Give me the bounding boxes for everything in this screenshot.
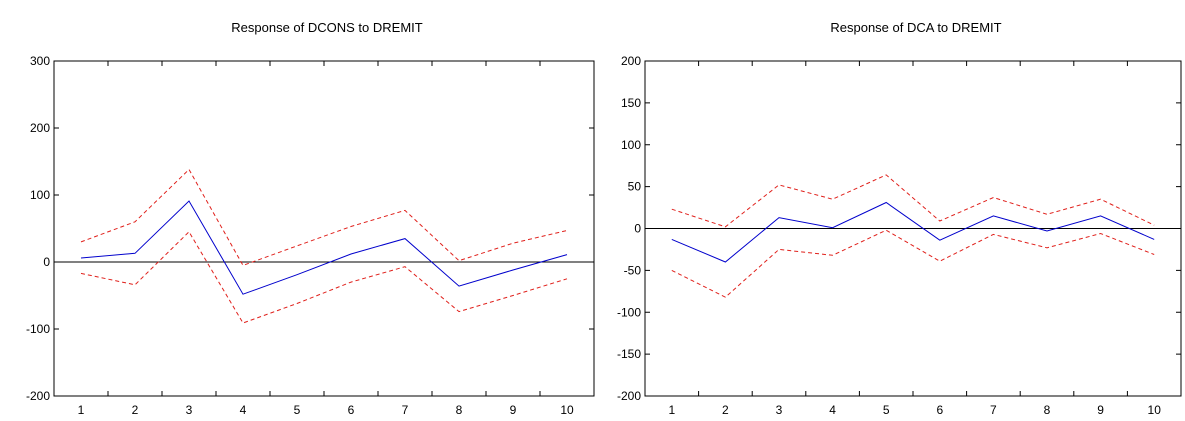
x-tick-label: 1 [78,403,85,417]
x-tick-label: 4 [240,403,247,417]
y-tick-label: -50 [624,263,642,277]
y-tick-label: 200 [621,54,641,68]
x-tick-label: 4 [829,403,836,417]
x-tick-label: 2 [132,403,139,417]
x-tick-label: 5 [294,403,301,417]
x-tick-label: 9 [1097,403,1104,417]
series-line-upper [671,174,1155,228]
x-tick-label: 5 [883,403,890,417]
y-tick-label: -200 [617,389,641,403]
y-tick-label: -200 [26,389,50,403]
x-tick-label: 1 [668,403,675,417]
x-tick-label: 10 [560,403,574,417]
y-tick-label: 0 [43,255,50,269]
y-tick-label: 50 [628,180,642,194]
y-tick-label: -100 [26,322,50,336]
y-tick-label: 100 [30,188,50,202]
y-tick-label: -100 [617,305,641,319]
x-tick-label: 8 [456,403,463,417]
x-tick-label: 8 [1044,403,1051,417]
x-tick-label: 6 [348,403,355,417]
y-tick-label: 200 [30,121,50,135]
y-tick-label: 0 [634,222,641,236]
plot-frame [53,60,595,397]
x-tick-label: 7 [990,403,997,417]
x-tick-label: 3 [186,403,193,417]
x-tick-label: 10 [1148,403,1162,417]
chart-panel-dcons: Response of DCONS to DREMIT -200 -100 0 100… [26,20,595,417]
y-tick-label: -150 [617,347,641,361]
x-tick-label: 7 [402,403,409,417]
series-line-response [80,200,568,295]
series-line-response [671,201,1155,263]
series-line-upper [80,168,568,267]
x-tick-label: 2 [722,403,729,417]
y-tick-label: 300 [30,54,50,68]
chart-title: Response of DCA to DREMIT [830,20,1001,35]
x-tick-label: 6 [936,403,943,417]
y-tick-label: 100 [621,138,641,152]
x-tick-label: 9 [510,403,517,417]
x-tick-label: 3 [776,403,783,417]
chart-panel-dca: Response of DCA to DREMIT -200 -150 -100 -5… [617,20,1182,417]
series-line-lower [80,230,568,324]
series-line-lower [671,229,1155,298]
chart-title: Response of DCONS to DREMIT [231,20,423,35]
y-tick-label: 150 [621,96,641,110]
